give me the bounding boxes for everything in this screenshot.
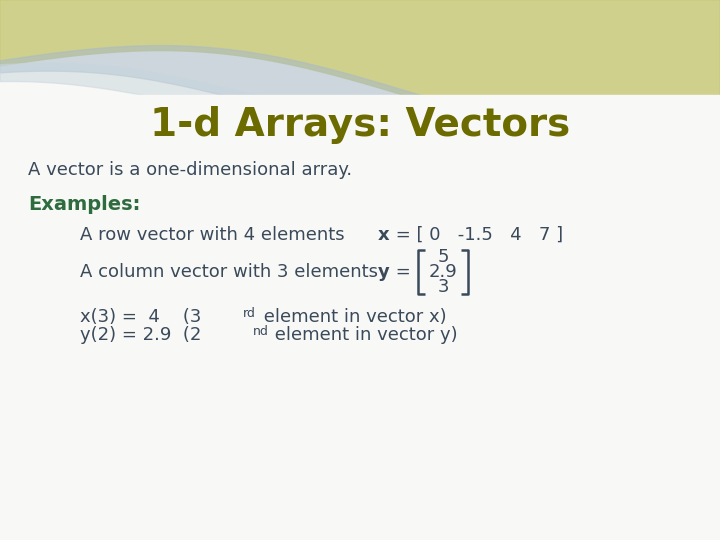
Text: rd: rd (243, 307, 256, 320)
Text: 5: 5 (437, 248, 449, 266)
Text: = [ 0   -1.5   4   7 ]: = [ 0 -1.5 4 7 ] (390, 226, 563, 244)
Text: y: y (378, 263, 390, 281)
Text: 3: 3 (437, 278, 449, 296)
Text: A row vector with 4 elements: A row vector with 4 elements (80, 226, 345, 244)
Text: nd: nd (253, 325, 269, 338)
Text: A column vector with 3 elements: A column vector with 3 elements (80, 263, 378, 281)
Text: x: x (378, 226, 390, 244)
Text: 1-d Arrays: Vectors: 1-d Arrays: Vectors (150, 106, 570, 144)
Text: A vector is a one-dimensional array.: A vector is a one-dimensional array. (28, 161, 352, 179)
Text: element in vector x): element in vector x) (258, 308, 446, 326)
Text: y(2) = 2.9  (2: y(2) = 2.9 (2 (80, 326, 202, 344)
Text: x(3) =  4    (3: x(3) = 4 (3 (80, 308, 202, 326)
Text: Examples:: Examples: (28, 195, 140, 214)
Text: 2.9: 2.9 (428, 263, 457, 281)
Text: =: = (390, 263, 410, 281)
Text: element in vector y): element in vector y) (269, 326, 458, 344)
